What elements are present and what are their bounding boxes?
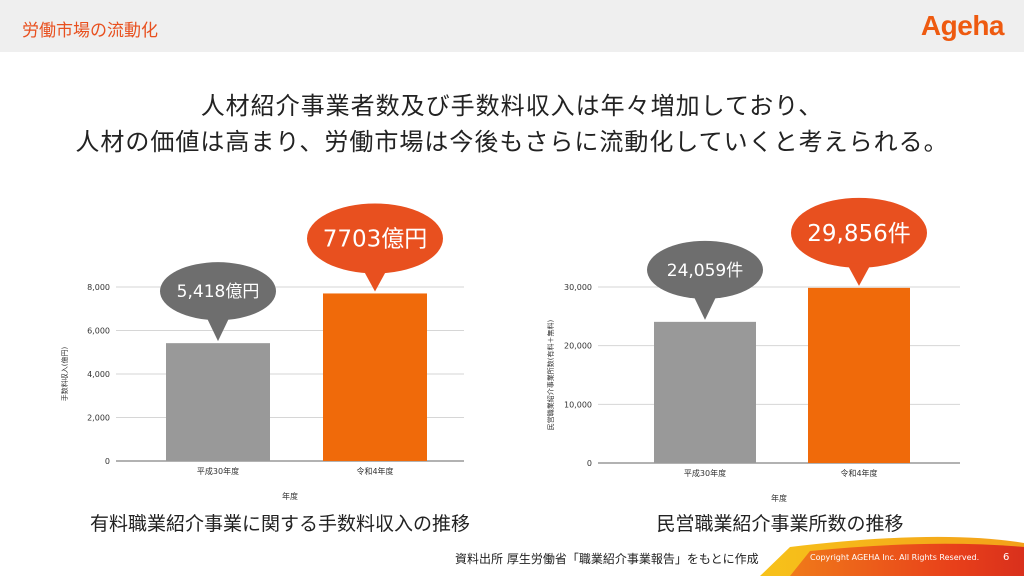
copyright-text: Copyright AGEHA Inc. All Rights Reserved… — [810, 553, 980, 562]
x-axis-label: 年度 — [771, 493, 787, 503]
y-axis-label: 手数料収入(億円) — [60, 347, 69, 402]
source-note: 資料出所 厚生労働省「職業紹介事業報告」をもとに作成 — [455, 552, 759, 566]
x-tick-label: 令和4年度 — [840, 468, 877, 478]
annotation-bubble — [307, 203, 443, 274]
agency-count-chart: 0 10,000 20,000 30,000 民営職業紹介事業所数(有料＋無料) 平成30… — [546, 197, 960, 503]
y-axis-label: 民営職業紹介事業所数(有料＋無料) — [546, 320, 555, 431]
annotation-bubble — [791, 197, 927, 268]
annotation-bubble — [647, 240, 763, 299]
annotation-bubble-tail — [363, 269, 387, 292]
headline-line-2: 人材の価値は高まり、労働市場は今後もさらに流動化していくと考えられる。 — [75, 128, 949, 156]
data-label: 5,418億円 — [177, 282, 260, 302]
page-number: 6 — [1003, 552, 1010, 563]
chart-caption-agencies: 民営職業紹介事業所数の推移 — [656, 513, 904, 535]
bar-gray — [654, 321, 756, 463]
y-tick-label: 0 — [105, 457, 110, 466]
annotation-bubble — [160, 262, 276, 321]
x-tick-label: 平成30年度 — [684, 468, 726, 478]
y-tick-label: 10,000 — [564, 400, 592, 409]
annotation-bubble-tail — [206, 316, 230, 342]
header-bar: 労働市場の流動化 Ageha — [0, 0, 1024, 52]
headline-line-1: 人材紹介事業者数及び手数料収入は年々増加しており、 — [200, 92, 824, 120]
fee-revenue-chart: 0 2,000 4,000 6,000 8,000 手数料収入(億円) 平成30年度 5,41… — [60, 203, 464, 501]
x-tick-label: 令和4年度 — [356, 466, 393, 476]
data-label: 7703億円 — [323, 226, 428, 252]
y-tick-label: 30,000 — [564, 283, 592, 292]
annotation-bubble-tail — [847, 263, 871, 286]
y-tick-label: 0 — [587, 459, 592, 468]
annotation-bubble-tail — [693, 294, 717, 320]
x-axis-label: 年度 — [282, 491, 298, 501]
y-tick-label: 8,000 — [87, 283, 110, 292]
y-tick-label: 2,000 — [87, 414, 110, 423]
footer-band — [760, 536, 1024, 576]
bar-orange — [323, 293, 427, 461]
bar-orange — [808, 287, 910, 463]
x-tick-label: 平成30年度 — [197, 466, 239, 476]
ageha-logo: Ageha — [920, 10, 1005, 41]
y-tick-label: 4,000 — [87, 370, 110, 379]
chart-caption-revenue: 有料職業紹介事業に関する手数料収入の推移 — [89, 513, 470, 535]
y-tick-label: 20,000 — [564, 342, 592, 351]
bar-gray — [166, 343, 270, 461]
page-title: 労働市場の流動化 — [22, 21, 158, 41]
data-label: 29,856件 — [807, 221, 910, 247]
data-label: 24,059件 — [667, 261, 743, 281]
y-tick-label: 6,000 — [87, 327, 110, 336]
